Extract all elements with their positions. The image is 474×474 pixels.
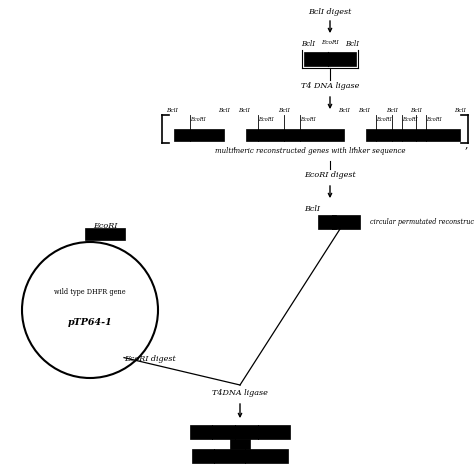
- Bar: [304, 52, 356, 66]
- Bar: [174, 129, 224, 141]
- Bar: [192, 449, 288, 463]
- Bar: [366, 129, 460, 141]
- Text: multimeric reconstructed genes with linker sequence: multimeric reconstructed genes with link…: [215, 147, 405, 155]
- Text: EcoRI: EcoRI: [190, 117, 206, 122]
- Bar: [332, 215, 360, 229]
- Text: BclI: BclI: [454, 108, 466, 113]
- Text: circular permutated reconstructed DHFR gene: circular permutated reconstructed DHFR g…: [370, 218, 474, 226]
- Bar: [246, 129, 344, 141]
- Text: BclI: BclI: [345, 40, 359, 48]
- Text: EcoRI: EcoRI: [376, 117, 392, 122]
- Text: BclI: BclI: [238, 108, 250, 113]
- Text: BclI: BclI: [301, 40, 315, 48]
- Text: EcoRI: EcoRI: [300, 117, 316, 122]
- Text: ,: ,: [232, 139, 236, 149]
- Text: EcoRI digest: EcoRI digest: [304, 171, 356, 179]
- Text: BclI: BclI: [358, 108, 370, 113]
- Text: EcoRI: EcoRI: [402, 117, 418, 122]
- Text: EcoRI: EcoRI: [426, 117, 442, 122]
- Text: T4DNA ligase: T4DNA ligase: [212, 389, 268, 397]
- Text: BclI: BclI: [386, 108, 398, 113]
- Text: EcoRI: EcoRI: [321, 40, 339, 45]
- Text: BclI: BclI: [278, 108, 290, 113]
- Text: ,: ,: [352, 139, 356, 149]
- Text: BclI digest: BclI digest: [308, 8, 352, 16]
- Bar: [230, 439, 250, 449]
- Text: wild type DHFR gene: wild type DHFR gene: [54, 288, 126, 296]
- Text: EcoRI: EcoRI: [258, 117, 273, 122]
- Text: BclI: BclI: [166, 108, 178, 113]
- Text: EcoRI: EcoRI: [93, 222, 117, 230]
- Bar: [85, 228, 125, 240]
- Text: BclI: BclI: [304, 205, 320, 213]
- Text: EcoRI digest: EcoRI digest: [124, 355, 176, 363]
- Bar: [318, 215, 336, 229]
- Text: BclI: BclI: [218, 108, 230, 113]
- Text: BclI: BclI: [338, 108, 350, 113]
- Text: BclI: BclI: [410, 108, 422, 113]
- Bar: [190, 425, 290, 439]
- Text: pTP64-1: pTP64-1: [68, 318, 112, 327]
- Text: T4 DNA ligase: T4 DNA ligase: [301, 82, 359, 90]
- Text: ,: ,: [464, 139, 468, 149]
